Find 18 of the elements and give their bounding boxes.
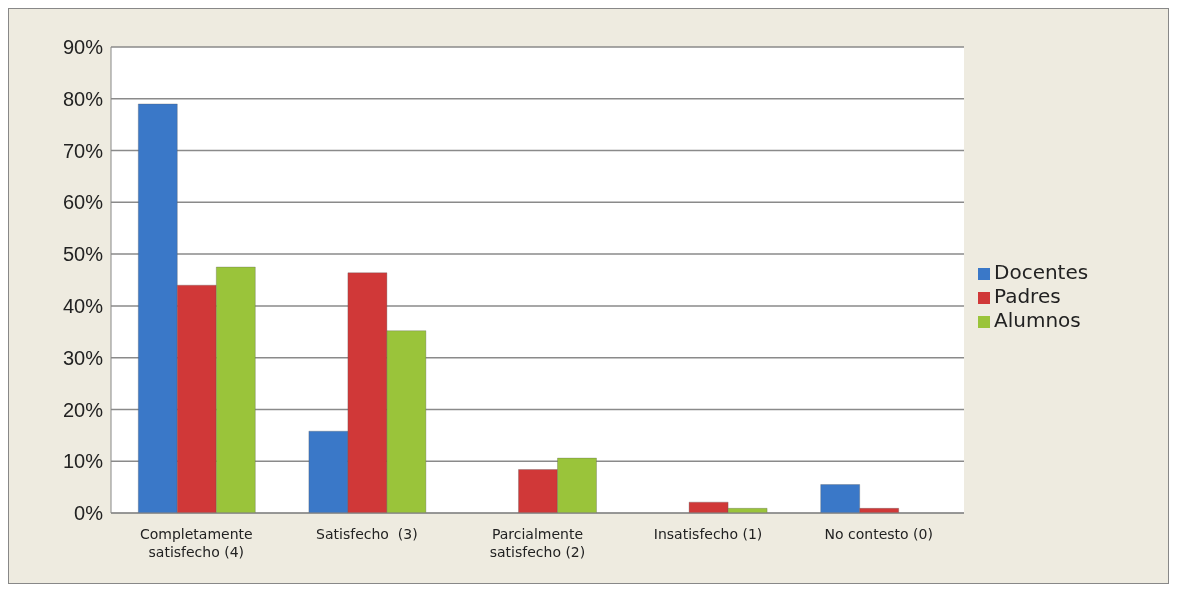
y-tick-label: 90%: [62, 36, 104, 59]
y-tick-label: 50%: [62, 243, 104, 266]
x-tick-label: Parcialmente satisfecho (2): [489, 526, 586, 560]
y-tick-label: 80%: [62, 87, 104, 110]
y-tick-label: 40%: [62, 294, 104, 317]
y-tick-label: 70%: [62, 139, 104, 162]
y-tick-label: 60%: [62, 191, 104, 214]
legend-label: Padres: [994, 284, 1061, 308]
y-tick-label: 0%: [74, 502, 104, 525]
x-tick-label: Completamente satisfecho (4): [139, 526, 253, 560]
x-tick-label: No contesto (0): [824, 526, 933, 542]
x-tick-label: Insatisfecho (1): [653, 526, 763, 542]
x-tick-label: Satisfecho (3): [316, 526, 418, 542]
y-tick-label: 30%: [62, 346, 104, 369]
legend-label: Docentes: [994, 260, 1089, 284]
legend-label: Alumnos: [994, 308, 1081, 332]
y-tick-label: 10%: [62, 450, 104, 473]
y-tick-label: 20%: [62, 398, 104, 421]
